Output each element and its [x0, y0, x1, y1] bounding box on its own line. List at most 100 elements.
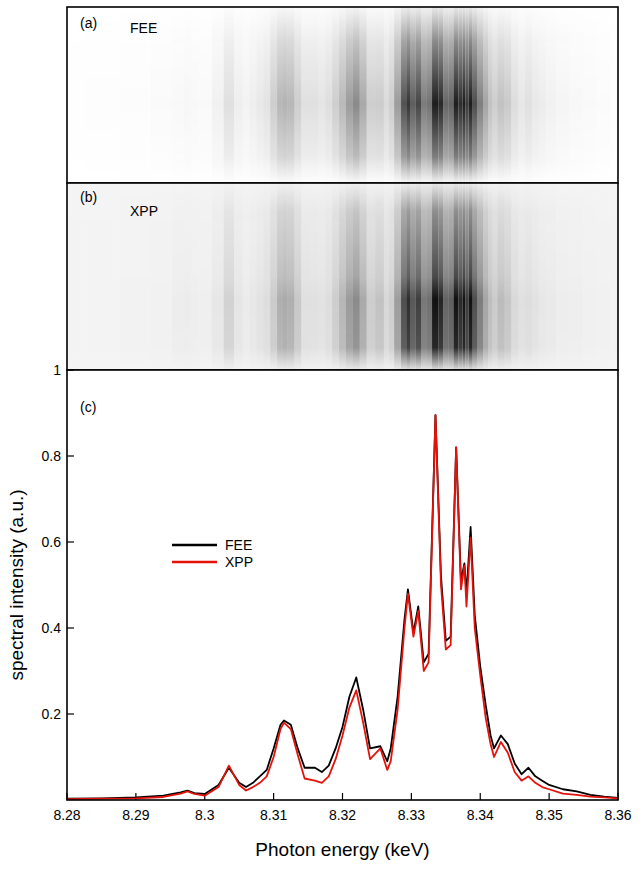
spectral-stripe — [463, 183, 466, 370]
spectral-stripe — [243, 183, 250, 370]
y-tick — [67, 541, 74, 542]
spectral-stripe — [401, 7, 406, 183]
spectral-stripe — [556, 183, 570, 370]
spectral-stripe — [401, 183, 406, 370]
spectral-stripe — [224, 7, 234, 183]
spectral-stripe — [438, 183, 443, 370]
legend: FEEXPP — [172, 537, 253, 570]
legend-swatch — [172, 561, 217, 564]
spectral-stripe — [250, 7, 257, 183]
spectral-stripe — [483, 7, 488, 183]
spectral-stripe — [570, 7, 584, 183]
y-tick-label: 0.2 — [42, 706, 62, 722]
spectral-stripe — [511, 183, 518, 370]
figure: (a)FEE(b)XPP8.288.298.38.318.328.338.348… — [0, 0, 640, 870]
panel-label: (c) — [80, 399, 96, 415]
spectral-stripe — [504, 183, 511, 370]
spectral-stripe — [375, 183, 384, 370]
spectral-stripe — [277, 7, 282, 183]
x-tick-label: 8.33 — [398, 807, 425, 823]
spectral-stripe — [224, 183, 234, 370]
spectral-stripe — [546, 183, 556, 370]
spectral-stripe — [346, 7, 353, 183]
spectral-stripe — [511, 7, 518, 183]
spectral-stripe — [353, 7, 360, 183]
spectral-stripe — [263, 183, 270, 370]
y-tick-label: 0.4 — [42, 620, 62, 636]
spectral-stripe — [411, 7, 416, 183]
spectral-stripe — [256, 183, 263, 370]
spectral-stripe — [465, 7, 468, 183]
spectral-stripe — [191, 7, 200, 183]
spectral-stripe — [389, 7, 394, 183]
spectral-stripe — [546, 7, 556, 183]
spectral-stripe — [212, 7, 224, 183]
spectral-stripe — [234, 7, 243, 183]
spectral-stripe — [256, 7, 263, 183]
x-tick-label: 8.34 — [467, 807, 494, 823]
spectral-stripe — [287, 7, 294, 183]
plot-frame — [67, 370, 618, 800]
spectral-stripe — [518, 183, 525, 370]
spectral-stripe — [584, 183, 598, 370]
spectral-stripe — [532, 7, 539, 183]
spectral-stripe — [488, 7, 492, 183]
spectral-stripe — [421, 7, 426, 183]
panel-label: (a) — [80, 15, 97, 31]
spectral-stripe — [459, 183, 463, 370]
spectral-stripe — [200, 183, 212, 370]
spectral-stripe — [611, 183, 618, 370]
spectral-stripe — [384, 7, 389, 183]
spectral-stripe — [539, 7, 546, 183]
spectral-stripe — [525, 183, 532, 370]
spectral-stripe — [310, 183, 319, 370]
spectral-stripe — [473, 7, 478, 183]
spectral-stripe — [250, 183, 257, 370]
spectral-stripe — [384, 183, 389, 370]
spectral-stripe — [504, 7, 511, 183]
x-tick-label: 8.36 — [604, 807, 631, 823]
spectral-stripe — [301, 7, 310, 183]
y-tick — [67, 455, 74, 456]
spectral-stripe — [477, 7, 483, 183]
spectral-stripe — [367, 183, 376, 370]
spectral-stripe — [497, 7, 504, 183]
spectral-stripe — [84, 7, 118, 183]
spectral-stripe — [270, 7, 277, 183]
x-tick — [411, 793, 412, 800]
spectral-stripe — [443, 183, 448, 370]
spectral-stripe — [443, 7, 448, 183]
legend-swatch — [172, 544, 217, 547]
spectral-stripe — [375, 7, 384, 183]
panel-name: FEE — [130, 20, 157, 36]
spectral-stripe — [191, 183, 200, 370]
y-tick — [67, 713, 74, 714]
spectral-stripe — [277, 183, 282, 370]
image-stripes — [67, 7, 618, 183]
spectral-stripe — [184, 7, 191, 183]
spectral-stripe — [497, 183, 504, 370]
spectral-stripe — [448, 183, 453, 370]
x-tick — [342, 793, 343, 800]
spectral-stripe — [294, 183, 301, 370]
spectral-stripe — [611, 7, 618, 183]
spectral-stripe — [469, 183, 473, 370]
spectral-stripe — [438, 7, 443, 183]
x-tick-label: 8.31 — [260, 807, 287, 823]
panel-frame — [67, 183, 618, 370]
legend-label: XPP — [225, 554, 253, 570]
spectral-stripe — [263, 7, 270, 183]
spectral-stripe — [389, 183, 394, 370]
plot-background — [67, 370, 618, 800]
spectral-stripe — [212, 183, 224, 370]
spectral-stripe — [426, 7, 432, 183]
spectral-stripe — [416, 7, 421, 183]
spectral-stripe — [432, 7, 438, 183]
legend-label: FEE — [225, 537, 252, 553]
spectral-stripe — [492, 183, 497, 370]
spectral-stripe — [339, 183, 346, 370]
spectral-stripe — [270, 183, 277, 370]
spectral-stripe — [332, 7, 339, 183]
spectral-stripe — [532, 183, 539, 370]
spectral-stripe — [353, 183, 360, 370]
